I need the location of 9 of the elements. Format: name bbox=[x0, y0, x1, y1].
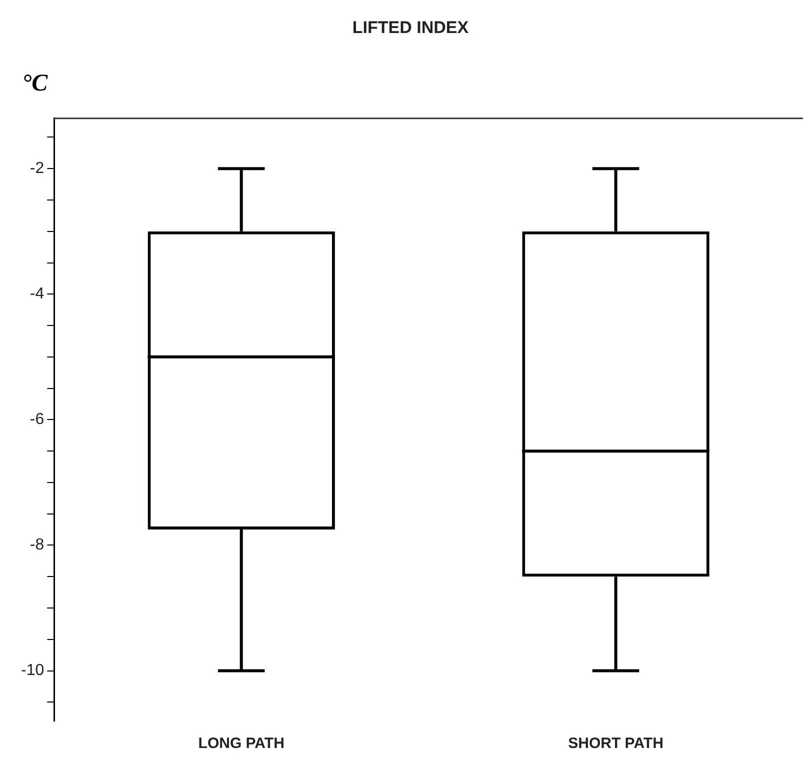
y-tick-label: -8 bbox=[30, 536, 44, 554]
y-tick-label: -4 bbox=[30, 286, 44, 303]
y-tick-label: -10 bbox=[21, 662, 44, 680]
y-tick-label: -2 bbox=[30, 160, 44, 178]
y-axis-title: °C bbox=[22, 70, 49, 97]
chart-title: LIFTED INDEX bbox=[352, 18, 470, 37]
x-tick-label: SHORT PATH bbox=[568, 735, 664, 752]
x-tick-label: LONG PATH bbox=[198, 735, 284, 752]
y-tick-label: -6 bbox=[30, 411, 44, 428]
